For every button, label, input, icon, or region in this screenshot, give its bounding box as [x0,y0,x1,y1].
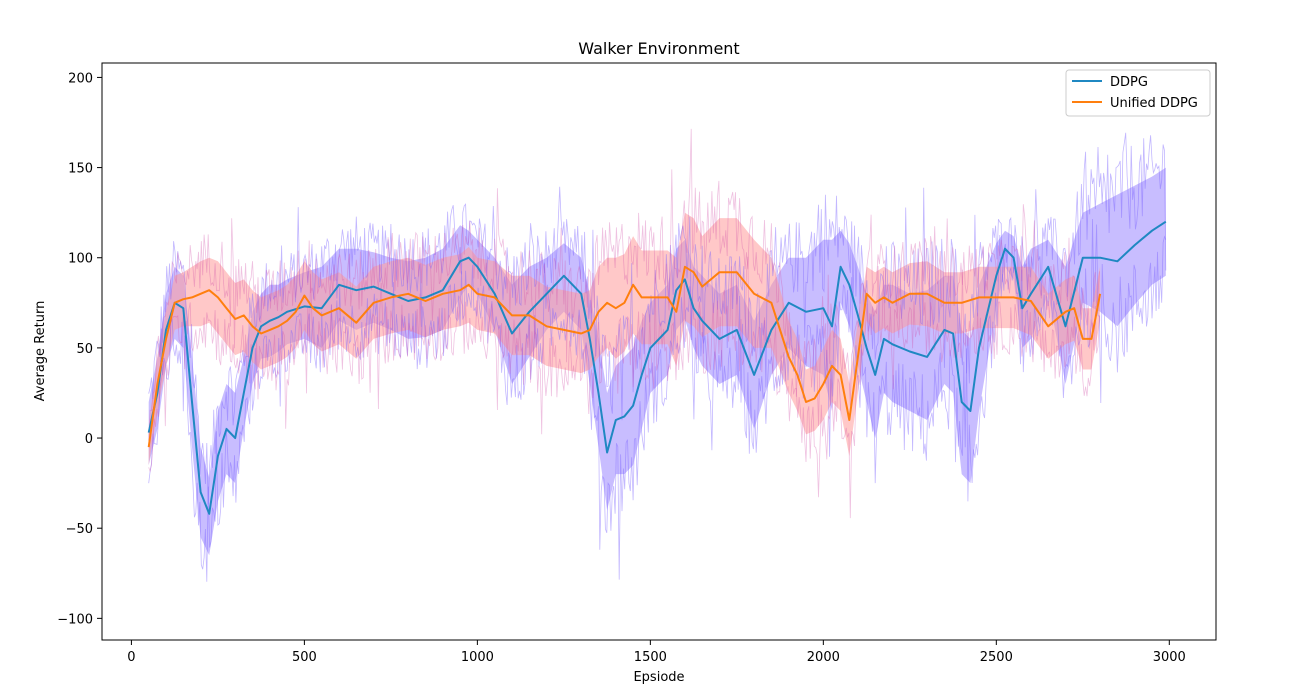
line-ddpg [147,220,1167,515]
line-unified-ddpg [147,265,1102,448]
noise-traces [148,128,1167,582]
y-axis-label: Average Return [33,301,48,402]
x-tick-label: 0 [127,650,135,665]
noise-lower-ddpg [148,218,1167,582]
legend: DDPG Unified DDPG [1065,69,1211,117]
y-axis: −100 −50 0 50 100 150 200 [57,71,102,627]
noise-upper-unified-ddpg [148,128,1100,441]
y-tick-label: −50 [66,522,93,537]
series-lines [147,220,1167,515]
legend-label-unified-ddpg: Unified DDPG [1110,96,1198,111]
x-axis: 0 500 1000 1500 2000 2500 3000 [127,640,1186,665]
x-tick-label: 2000 [807,650,840,665]
x-tick-label: 1500 [634,650,667,665]
noise-upper-ddpg [148,132,1167,505]
x-tick-label: 2500 [980,650,1013,665]
y-tick-label: 50 [76,342,93,357]
noise-lower-unified-ddpg [148,256,1100,519]
y-tick-label: 200 [68,71,93,86]
plot-frame [101,62,1217,641]
y-tick-label: 0 [85,432,93,447]
legend-label-ddpg: DDPG [1110,75,1148,90]
x-tick-label: 500 [292,650,317,665]
x-tick-label: 1000 [461,650,494,665]
confidence-bands [148,167,1166,556]
x-tick-label: 3000 [1153,650,1186,665]
chart-title: Walker Environment [578,39,739,58]
y-tick-label: −100 [57,612,93,627]
y-tick-label: 150 [68,162,93,177]
x-axis-label: Epsiode [633,670,684,685]
band-unified-ddpg [148,212,1101,466]
y-tick-label: 100 [68,252,93,267]
